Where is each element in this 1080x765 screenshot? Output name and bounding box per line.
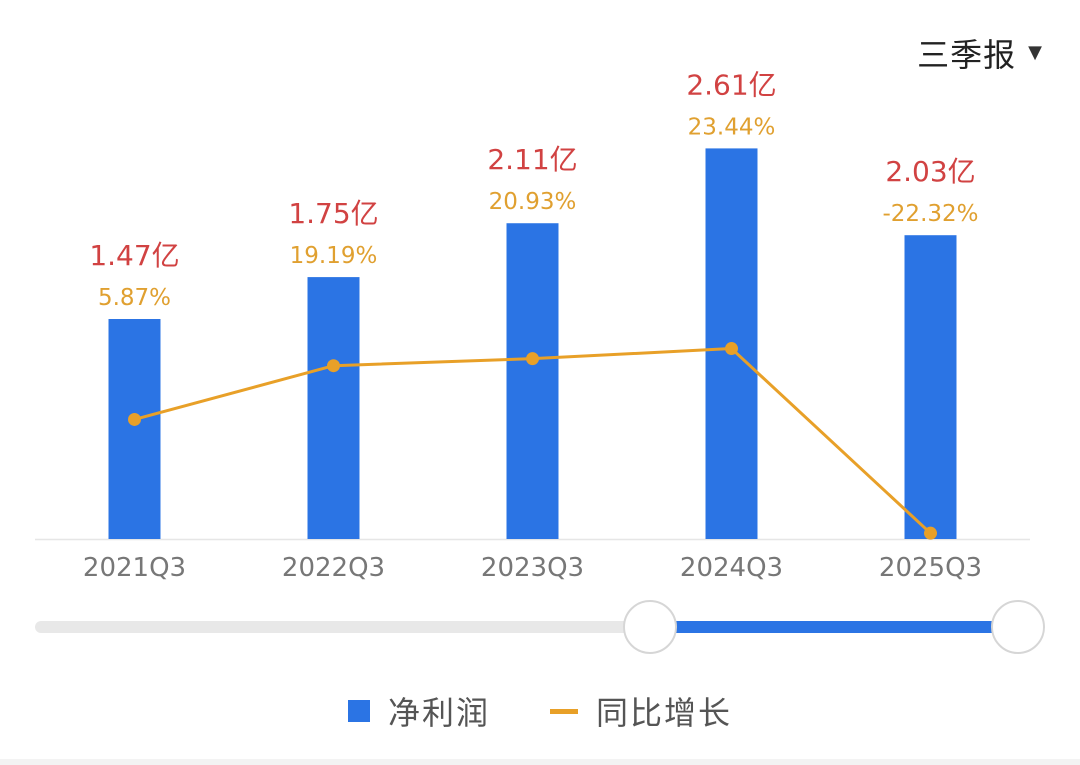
range-slider-selection[interactable] — [650, 621, 1018, 633]
growth-point-2023Q3 — [526, 352, 539, 366]
bar-2023Q3 — [506, 223, 559, 539]
legend-label-net-profit: 净利润 — [387, 694, 490, 732]
x-tick-label: 2021Q3 — [83, 553, 186, 583]
growth-value-label: 23.44% — [688, 114, 776, 140]
growth-point-2022Q3 — [327, 359, 340, 373]
legend-line-swatch — [550, 708, 578, 714]
growth-point-2025Q3 — [924, 526, 937, 540]
legend-label-yoy-growth: 同比增长 — [596, 694, 733, 732]
growth-point-2021Q3 — [128, 412, 141, 426]
growth-value-label: 5.87% — [98, 285, 171, 311]
bottom-divider — [0, 759, 1080, 765]
x-tick-label: 2022Q3 — [282, 553, 385, 583]
bar-2025Q3 — [904, 235, 957, 539]
period-label: 三季报 — [917, 36, 1017, 74]
growth-point-2024Q3 — [725, 342, 738, 356]
bar-value-label: 2.61亿 — [686, 68, 776, 101]
bar-value-label: 2.11亿 — [487, 143, 577, 176]
legend: 净利润 同比增长 — [0, 688, 1080, 734]
growth-value-label: 19.19% — [290, 243, 378, 269]
x-tick-label: 2023Q3 — [481, 553, 584, 583]
legend-item-yoy-growth[interactable]: 同比增长 — [550, 688, 732, 734]
net-profit-chart: 1.47亿 5.87% 1.75亿 19.19% 2.11亿 20.93% 2.61亿 23.… — [35, 68, 1030, 583]
bar-value-label: 1.75亿 — [288, 197, 378, 230]
bar-value-label: 2.03亿 — [885, 155, 975, 188]
period-dropdown[interactable]: 三季报 ▼ — [917, 30, 1042, 76]
legend-bar-swatch — [347, 700, 370, 722]
x-tick-label: 2024Q3 — [680, 553, 783, 583]
bar-2021Q3 — [108, 319, 161, 539]
bar-value-label: 1.47亿 — [89, 239, 179, 272]
x-tick-label: 2025Q3 — [879, 553, 982, 583]
legend-item-net-profit[interactable]: 净利润 — [347, 688, 490, 734]
bar-2022Q3 — [307, 277, 360, 539]
growth-value-label: 20.93% — [489, 189, 577, 215]
range-slider-right-handle[interactable] — [991, 600, 1045, 654]
range-slider-left-handle[interactable] — [623, 600, 677, 654]
caret-down-icon: ▼ — [1028, 42, 1042, 63]
growth-value-label: -22.32% — [883, 201, 979, 227]
